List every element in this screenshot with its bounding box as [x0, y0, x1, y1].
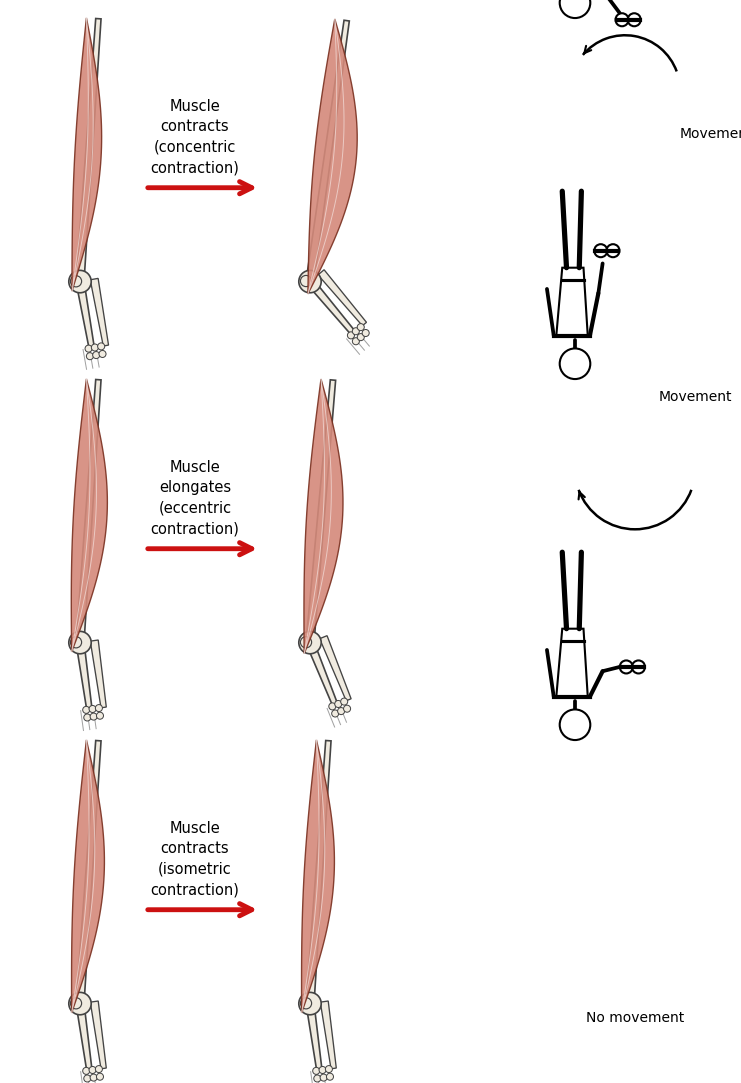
- Polygon shape: [306, 1003, 322, 1071]
- Polygon shape: [306, 21, 349, 283]
- Circle shape: [84, 714, 91, 721]
- Circle shape: [90, 1074, 97, 1081]
- Circle shape: [616, 13, 628, 26]
- Circle shape: [332, 710, 339, 717]
- Text: Muscle
elongates
(eccentric
contraction): Muscle elongates (eccentric contraction): [150, 460, 239, 536]
- Circle shape: [69, 631, 91, 654]
- Circle shape: [327, 1073, 333, 1080]
- Polygon shape: [72, 17, 102, 291]
- Circle shape: [357, 334, 365, 341]
- Text: Movement: Movement: [680, 127, 741, 141]
- Polygon shape: [76, 741, 101, 1004]
- Circle shape: [335, 701, 342, 707]
- Circle shape: [96, 705, 102, 712]
- Circle shape: [87, 353, 93, 360]
- Circle shape: [96, 1073, 104, 1080]
- Polygon shape: [320, 1001, 336, 1069]
- Circle shape: [341, 699, 348, 705]
- Polygon shape: [307, 279, 356, 335]
- Polygon shape: [306, 641, 338, 706]
- Polygon shape: [76, 1003, 92, 1071]
- Circle shape: [559, 0, 591, 18]
- Circle shape: [89, 705, 96, 713]
- Circle shape: [329, 703, 336, 709]
- Circle shape: [319, 1067, 326, 1073]
- Text: No movement: No movement: [586, 1012, 684, 1025]
- Circle shape: [300, 275, 312, 287]
- Circle shape: [83, 706, 90, 714]
- Circle shape: [300, 997, 312, 1009]
- Text: Muscle
contracts
(isometric
contraction): Muscle contracts (isometric contraction): [150, 821, 239, 898]
- Circle shape: [70, 276, 82, 287]
- Polygon shape: [90, 640, 106, 708]
- Circle shape: [628, 13, 641, 26]
- Circle shape: [313, 1068, 320, 1074]
- Circle shape: [96, 1066, 102, 1072]
- Polygon shape: [76, 642, 92, 709]
- Circle shape: [70, 637, 82, 648]
- Circle shape: [348, 331, 354, 339]
- Polygon shape: [76, 18, 101, 282]
- Polygon shape: [308, 18, 357, 293]
- Circle shape: [325, 1066, 333, 1072]
- Circle shape: [300, 637, 312, 648]
- Circle shape: [606, 244, 619, 257]
- Circle shape: [90, 713, 97, 720]
- Circle shape: [89, 1067, 96, 1073]
- Circle shape: [338, 707, 345, 715]
- Circle shape: [320, 1074, 328, 1081]
- Circle shape: [362, 329, 369, 337]
- Circle shape: [98, 343, 104, 350]
- Circle shape: [352, 328, 359, 335]
- Circle shape: [353, 338, 359, 344]
- Circle shape: [69, 271, 91, 292]
- Circle shape: [96, 713, 104, 719]
- Circle shape: [313, 1075, 321, 1082]
- Circle shape: [299, 271, 321, 292]
- Circle shape: [299, 992, 321, 1015]
- Polygon shape: [90, 1001, 106, 1069]
- Circle shape: [70, 997, 82, 1009]
- Circle shape: [357, 324, 365, 330]
- Circle shape: [93, 352, 100, 358]
- Polygon shape: [76, 280, 94, 349]
- Circle shape: [91, 344, 99, 351]
- Circle shape: [344, 705, 350, 713]
- Polygon shape: [302, 740, 334, 1013]
- Polygon shape: [318, 270, 367, 326]
- Polygon shape: [306, 380, 336, 643]
- Circle shape: [83, 1068, 90, 1074]
- Polygon shape: [306, 741, 331, 1004]
- Circle shape: [84, 1075, 91, 1082]
- Polygon shape: [72, 740, 104, 1013]
- Polygon shape: [71, 379, 107, 652]
- Circle shape: [559, 349, 591, 379]
- Text: Movement: Movement: [658, 390, 732, 404]
- Polygon shape: [90, 278, 108, 347]
- Text: Muscle
contracts
(concentric
contraction): Muscle contracts (concentric contraction…: [150, 99, 239, 175]
- Circle shape: [85, 345, 92, 352]
- Polygon shape: [319, 636, 351, 701]
- Polygon shape: [556, 629, 588, 696]
- Polygon shape: [304, 379, 343, 654]
- Circle shape: [594, 244, 608, 257]
- Circle shape: [619, 661, 633, 674]
- Circle shape: [299, 631, 321, 654]
- Polygon shape: [76, 379, 101, 643]
- Circle shape: [99, 351, 106, 357]
- Circle shape: [559, 709, 591, 740]
- Circle shape: [69, 992, 91, 1015]
- Polygon shape: [556, 268, 588, 336]
- Circle shape: [632, 661, 645, 674]
